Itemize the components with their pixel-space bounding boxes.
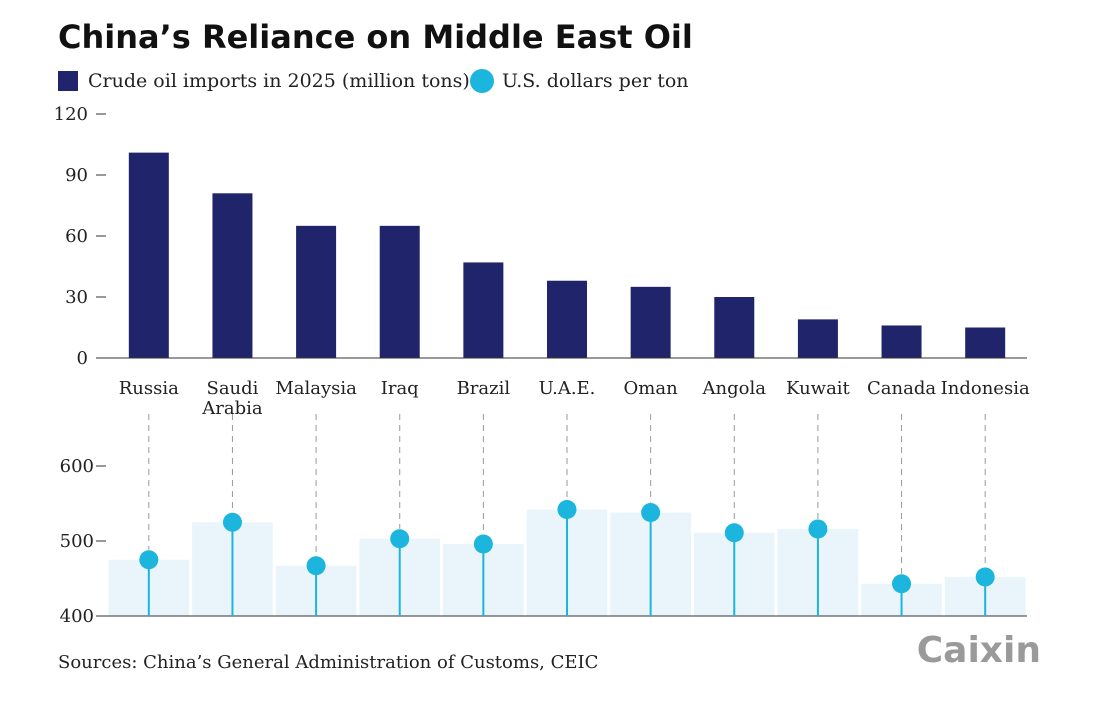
- price-point: [975, 567, 995, 587]
- legend-label-imports: Crude oil imports in 2025 (million tons): [88, 70, 470, 92]
- legend: Crude oil imports in 2025 (million tons)…: [58, 69, 689, 93]
- import-bar: [630, 286, 671, 358]
- bottom-y-tick-label: 500: [60, 531, 94, 552]
- price-point: [557, 500, 577, 519]
- price-point: [473, 534, 493, 554]
- top-y-tick-label: 90: [65, 165, 88, 186]
- category-label: U.A.E.: [539, 378, 596, 399]
- connector-lines: [148, 414, 986, 574]
- category-label: Iraq: [381, 378, 419, 399]
- source-note: Sources: China’s General Administration …: [58, 652, 598, 673]
- import-bar: [296, 225, 337, 358]
- caixin-logo: Caixin: [917, 630, 1041, 671]
- import-bar: [797, 319, 838, 358]
- category-label: Saudi Arabia: [201, 378, 263, 419]
- category-label: Malaysia: [275, 378, 357, 399]
- bottom-y-tick-label: 600: [60, 456, 94, 477]
- price-point: [724, 523, 744, 543]
- price-point: [641, 503, 661, 522]
- import-bar: [212, 193, 253, 358]
- bottom-y-tick-label: 400: [60, 606, 94, 627]
- price-point: [390, 529, 410, 549]
- legend-swatch-imports: [58, 71, 78, 91]
- top-y-axis: 0 30 60 90 120: [54, 104, 106, 369]
- category-labels: Russia Saudi Arabia Malaysia Iraq Brazil U.A.E…: [119, 378, 1030, 419]
- chart-title: China’s Reliance on Middle East Oil: [58, 18, 693, 56]
- price-point: [892, 574, 912, 594]
- import-bar: [965, 327, 1006, 358]
- bottom-y-axis: 400 500 600: [60, 456, 106, 627]
- price-point: [306, 556, 326, 576]
- category-label: Russia: [119, 378, 179, 399]
- category-label: Oman: [624, 378, 679, 399]
- import-bar: [379, 225, 420, 358]
- top-y-tick-label: 0: [77, 348, 88, 369]
- price-point: [222, 512, 242, 532]
- price-point: [139, 550, 159, 570]
- import-bar: [881, 325, 922, 358]
- import-bar: [463, 262, 504, 358]
- category-label: Canada: [867, 378, 936, 399]
- top-y-tick-label: 30: [65, 287, 88, 308]
- top-y-tick-label: 120: [54, 104, 88, 125]
- price-point: [808, 519, 828, 539]
- bars: [128, 152, 1006, 358]
- import-bar: [547, 280, 587, 358]
- category-label: Angola: [702, 378, 767, 399]
- import-bar: [714, 297, 755, 358]
- category-label: Brazil: [457, 378, 511, 399]
- legend-label-price: U.S. dollars per ton: [502, 70, 689, 92]
- import-bar: [128, 152, 169, 358]
- price-lollipops: [139, 500, 995, 616]
- top-y-tick-label: 60: [65, 226, 88, 247]
- category-label: Kuwait: [786, 378, 851, 399]
- legend-swatch-price: [470, 69, 494, 93]
- category-label: Indonesia: [941, 378, 1030, 399]
